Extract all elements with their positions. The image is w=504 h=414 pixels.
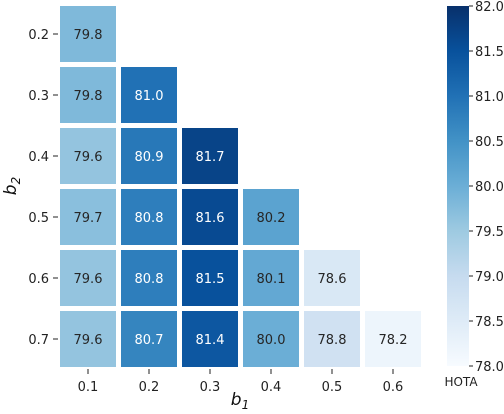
heatmap-cell: [121, 67, 177, 123]
heatmap-cell: [121, 189, 177, 245]
cell-value-label: 78.2: [379, 333, 408, 348]
colorbar-tick-label: 81.0: [475, 90, 504, 105]
cell-value-label: 81.7: [196, 150, 225, 165]
x-tick-label: 0.5: [322, 380, 343, 395]
x-tick-label: 0.2: [139, 380, 160, 395]
y-axis-title: b2: [1, 177, 23, 195]
x-tick-label: 0.1: [78, 380, 99, 395]
heatmap-cell: [243, 189, 299, 245]
cell-value-label: 79.7: [74, 211, 103, 226]
colorbar-tick-label: 80.0: [475, 180, 504, 195]
colorbar-tick-label: 80.5: [475, 135, 504, 150]
heatmap-cells: 79.8 79.8 81.0 79.6 80.9 81.7 79.7 80.8 81.6 80.2…: [60, 6, 421, 367]
heatmap-cell: [182, 250, 238, 306]
heatmap-cell: [60, 128, 116, 184]
y-tick-label: 0.5: [28, 211, 49, 226]
heatmap-cell: [182, 311, 238, 367]
cell-value-label: 80.7: [135, 333, 164, 348]
colorbar-tick-label: 79.0: [475, 270, 504, 285]
cell-value-label: 81.0: [135, 89, 164, 104]
heatmap-cell: [121, 250, 177, 306]
y-tick-label: 0.3: [28, 89, 49, 104]
heatmap-cell: [182, 189, 238, 245]
colorbar-tick-label: 78.5: [475, 315, 504, 330]
heatmap-cell: [60, 189, 116, 245]
cell-value-label: 79.6: [74, 150, 103, 165]
colorbar: 78.0 78.5 79.0 79.5 80.0 80.5 81.0 81.5 82.0 HOT…: [444, 0, 503, 389]
x-axis-title: b1: [231, 390, 249, 412]
cell-value-label: 78.6: [318, 272, 347, 287]
cell-value-label: 79.8: [74, 89, 103, 104]
cell-value-label: 80.1: [257, 272, 286, 287]
cell-value-label: 81.4: [196, 333, 225, 348]
x-tick-label: 0.6: [383, 380, 404, 395]
colorbar-tick-label: 79.5: [475, 225, 504, 240]
colorbar-gradient: [447, 6, 469, 366]
cell-value-label: 80.8: [135, 272, 164, 287]
colorbar-label: HOTA: [444, 375, 478, 389]
x-tick-label: 0.3: [200, 380, 221, 395]
heatmap-cell: [243, 311, 299, 367]
heatmap-cell: [243, 250, 299, 306]
colorbar-tick-label: 81.5: [475, 45, 504, 60]
heatmap-cell: [60, 67, 116, 123]
cell-value-label: 80.8: [135, 211, 164, 226]
heatmap-cell: [182, 128, 238, 184]
cell-value-label: 80.2: [257, 211, 286, 226]
y-tick-label: 0.7: [28, 333, 49, 348]
cell-value-label: 81.6: [196, 211, 225, 226]
heatmap-cell: [121, 311, 177, 367]
y-axis-ticks: 0.2 0.3 0.4 0.5 0.6 0.7: [28, 28, 58, 348]
heatmap-cell: [304, 311, 360, 367]
x-axis-ticks: 0.1 0.2 0.3 0.4 0.5 0.6: [78, 369, 404, 395]
y-tick-label: 0.4: [28, 150, 49, 165]
x-tick-label: 0.4: [261, 380, 282, 395]
cell-value-label: 81.5: [196, 272, 225, 287]
colorbar-ticks: 78.0 78.5 79.0 79.5 80.0 80.5 81.0 81.5 82.0: [469, 0, 504, 375]
cell-value-label: 78.8: [318, 333, 347, 348]
cell-value-label: 80.0: [257, 333, 286, 348]
y-tick-label: 0.2: [28, 28, 49, 43]
colorbar-tick-label: 82.0: [475, 0, 504, 15]
heatmap-cell: [60, 311, 116, 367]
heatmap-cell: [60, 6, 116, 62]
colorbar-tick-label: 78.0: [475, 360, 504, 375]
heatmap-cell: [60, 250, 116, 306]
heatmap-cell: [304, 250, 360, 306]
cell-value-label: 79.6: [74, 272, 103, 287]
cell-value-label: 79.8: [74, 28, 103, 43]
cell-value-label: 80.9: [135, 150, 164, 165]
heatmap-cell: [121, 128, 177, 184]
heatmap-cell: [365, 311, 421, 367]
y-tick-label: 0.6: [28, 272, 49, 287]
cell-value-label: 79.6: [74, 333, 103, 348]
